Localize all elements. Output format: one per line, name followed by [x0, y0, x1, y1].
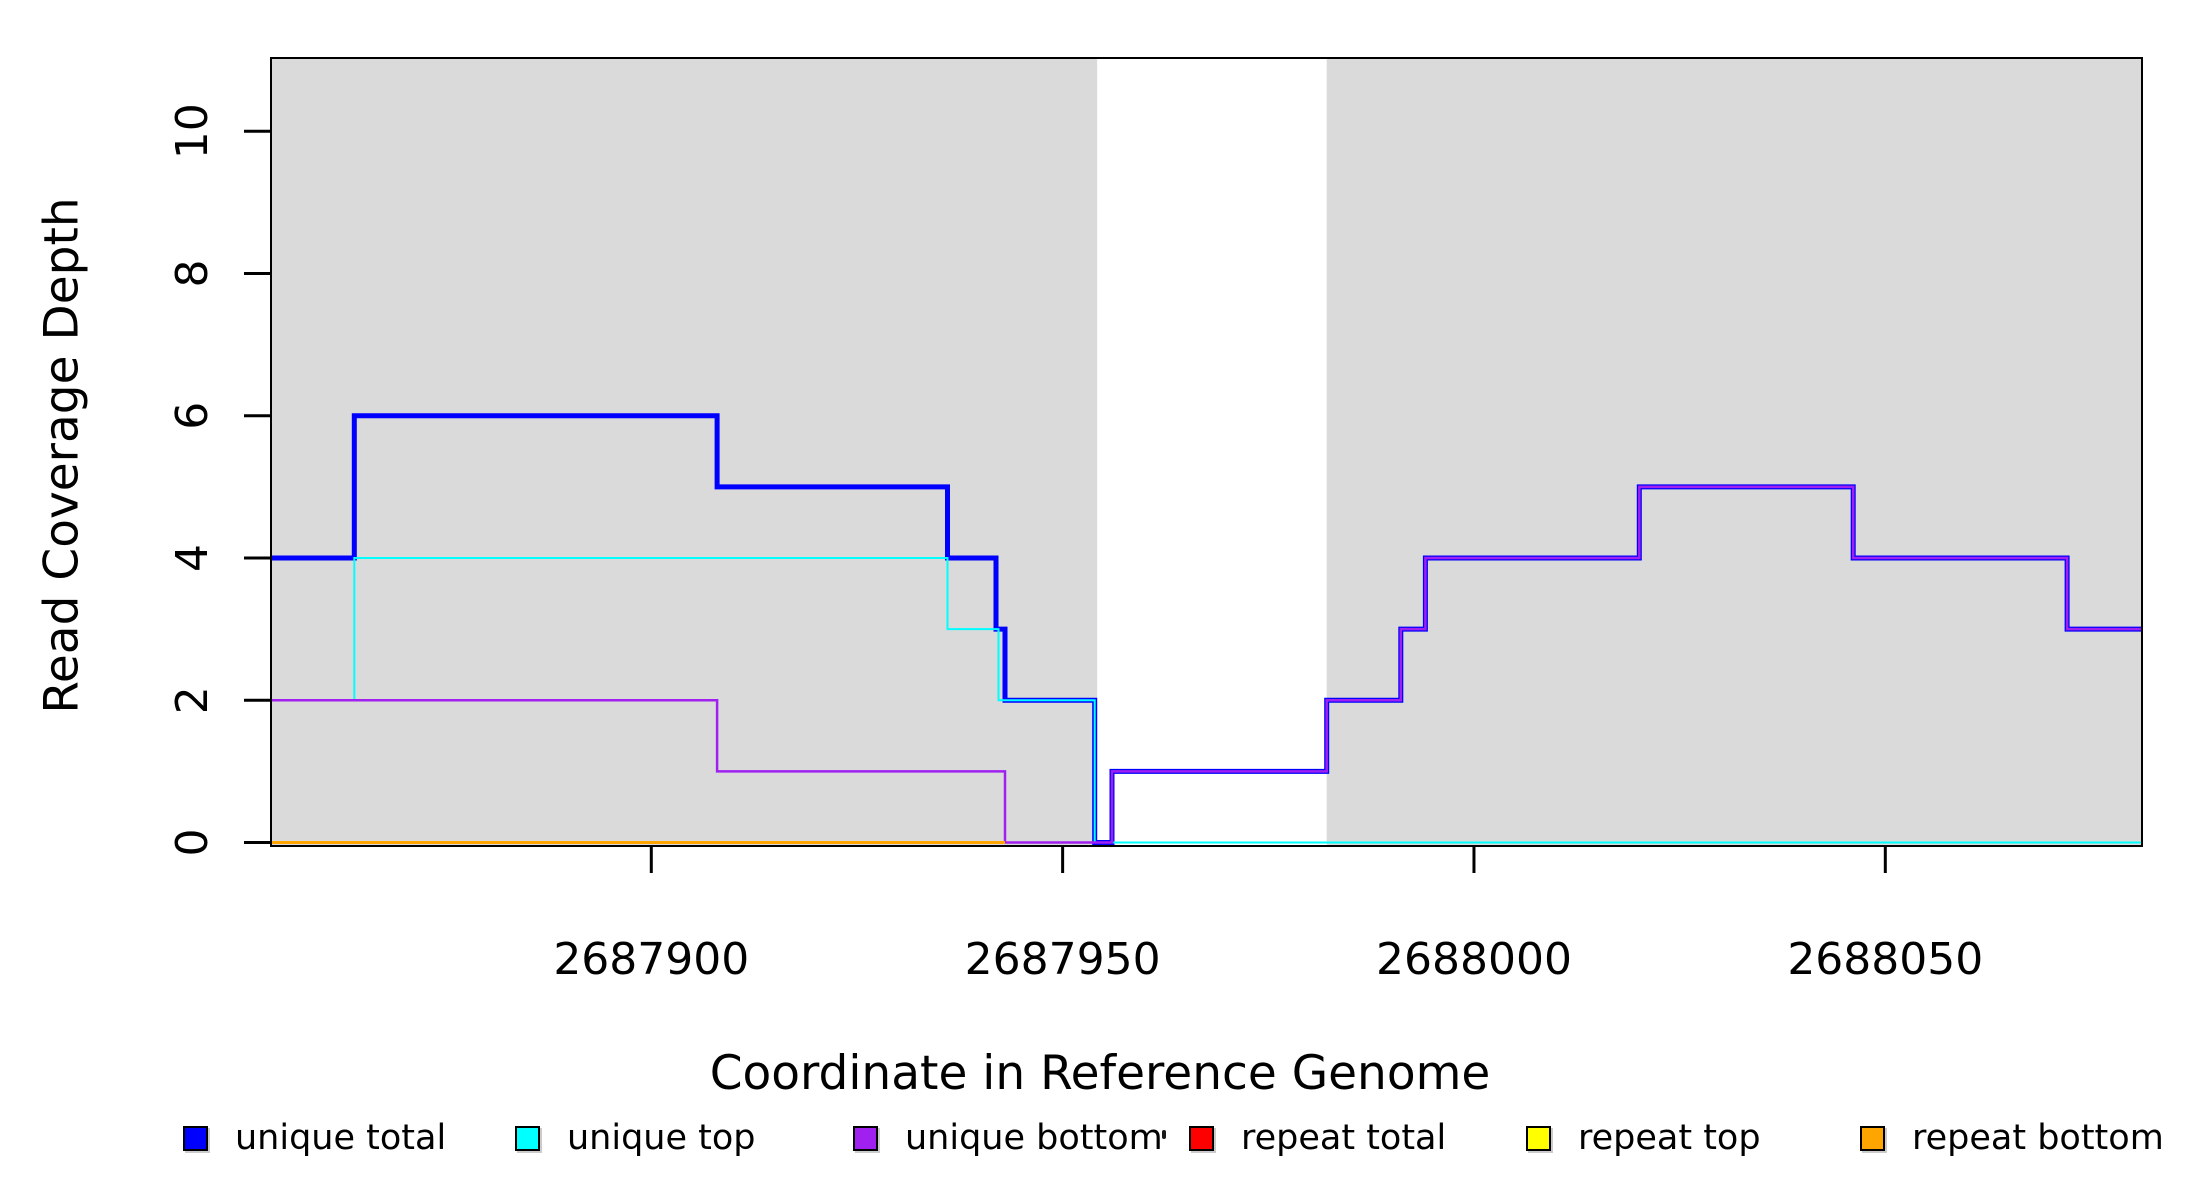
legend-item-unique-bottom: unique bottom: [853, 1118, 1163, 1158]
legend-label: repeat top: [1578, 1118, 1761, 1158]
legend-label: unique bottom: [905, 1118, 1163, 1158]
x-axis-title: Coordinate in Reference Genome: [709, 1046, 1491, 1101]
legend-item-unique-total: unique total: [183, 1118, 446, 1158]
series-line-unique-bottom: [271, 485, 2142, 844]
series-line-unique-top: [271, 557, 2142, 844]
legend-stray-dot: [1162, 1130, 1166, 1139]
legend-swatch-unique-top: [515, 1125, 540, 1151]
legend-swatch-unique-total: [183, 1125, 208, 1151]
y-axis-title: Read Coverage Depth: [34, 197, 90, 714]
legend-swatch-repeat-top: [1526, 1125, 1551, 1151]
legend-item-repeat-bottom: repeat bottom: [1860, 1118, 2164, 1158]
x-tick-label: 2687950: [965, 934, 1161, 985]
y-tick-label: 2: [167, 686, 218, 714]
y-tick-label: 8: [167, 259, 218, 287]
legend-swatch-repeat-bottom: [1860, 1125, 1885, 1151]
x-tick-label: 2688050: [1787, 934, 1983, 985]
legend-label: repeat total: [1241, 1118, 1447, 1158]
legend-label: unique top: [567, 1118, 756, 1158]
x-tick-label: 2687900: [553, 934, 749, 985]
legend-item-repeat-top: repeat top: [1526, 1118, 1761, 1158]
legend-label: unique total: [235, 1118, 447, 1158]
legend-swatch-repeat-total: [1189, 1125, 1214, 1151]
plot-border: [270, 57, 2143, 847]
shaded-region-2: [1326, 59, 2142, 845]
y-tick-label: 10: [167, 103, 218, 159]
legend-item-repeat-total: repeat total: [1189, 1118, 1446, 1158]
legend-label: repeat bottom: [1912, 1118, 2164, 1158]
y-tick-label: 4: [167, 544, 218, 572]
x-tick-label: 2688000: [1376, 934, 1572, 985]
y-tick-label: 6: [167, 402, 218, 430]
shaded-region-1: [271, 59, 1098, 845]
legend-swatch-unique-bottom: [853, 1125, 878, 1151]
legend-item-unique-top: unique top: [515, 1118, 756, 1158]
y-tick-label: 0: [167, 829, 218, 857]
